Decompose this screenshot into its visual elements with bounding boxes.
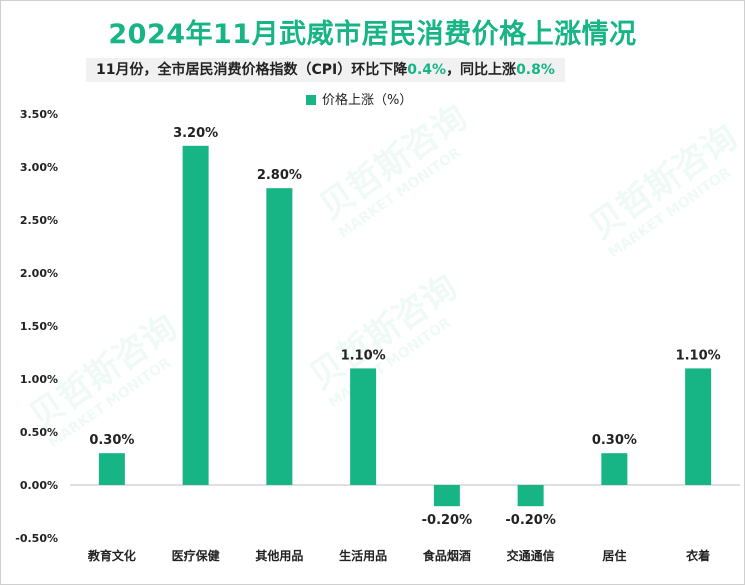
subtitle-yoy-value: 0.8% [516,62,555,78]
bar-value-label: 2.80% [257,168,302,183]
bar [182,145,209,486]
y-tick-label: 2.50% [20,214,58,227]
bar-value-label: 3.20% [173,126,218,141]
category-label: 生活用品 [339,548,387,563]
y-tick-label: 1.00% [20,373,58,386]
y-tick-label: 0.50% [20,426,58,439]
legend: 价格上涨（%） [306,92,412,110]
y-tick-label: 3.50% [20,108,58,121]
legend-label: 价格上涨（%） [322,93,413,108]
bar [517,485,544,507]
legend-swatch [306,95,316,105]
subtitle-mom-value: 0.4% [407,62,447,78]
bar [266,188,293,485]
category-label: 衣着 [686,548,710,563]
subtitle: 11月份，全市居民消费价格指数（CPI）环比下降0.4%，同比上涨0.8% [86,58,565,82]
bar [350,368,377,485]
category-label: 其他用品 [255,548,303,563]
category-label: 教育文化 [87,548,136,563]
subtitle-middle: ，同比上涨 [446,62,517,78]
category-label: 交通通信 [507,548,555,563]
bar [601,453,628,485]
bar-value-label: 1.10% [676,348,721,363]
bar [685,368,712,485]
category-label: 居住 [602,548,626,563]
bar [433,485,460,507]
category-label: 食品烟酒 [422,548,471,563]
bar-value-label: 0.30% [89,433,134,448]
bar-value-label: 1.10% [341,348,386,363]
y-tick-label: 0.00% [20,479,58,492]
y-tick-label: -0.50% [15,532,58,545]
subtitle-prefix: 11月份，全市居民消费价格指数（CPI）环比下降 [96,62,408,78]
y-tick-label: 1.50% [20,320,58,333]
chart-title: 2024年11月武威市居民消费价格上涨情况 [108,19,637,50]
bar-value-label: -0.20% [422,513,473,528]
bar [98,453,125,485]
y-tick-label: 3.00% [20,161,58,174]
bar-value-label: -0.20% [505,513,556,528]
bar-value-label: 0.30% [592,433,637,448]
y-tick-label: 2.00% [20,267,58,280]
category-label: 医疗保健 [172,548,221,563]
